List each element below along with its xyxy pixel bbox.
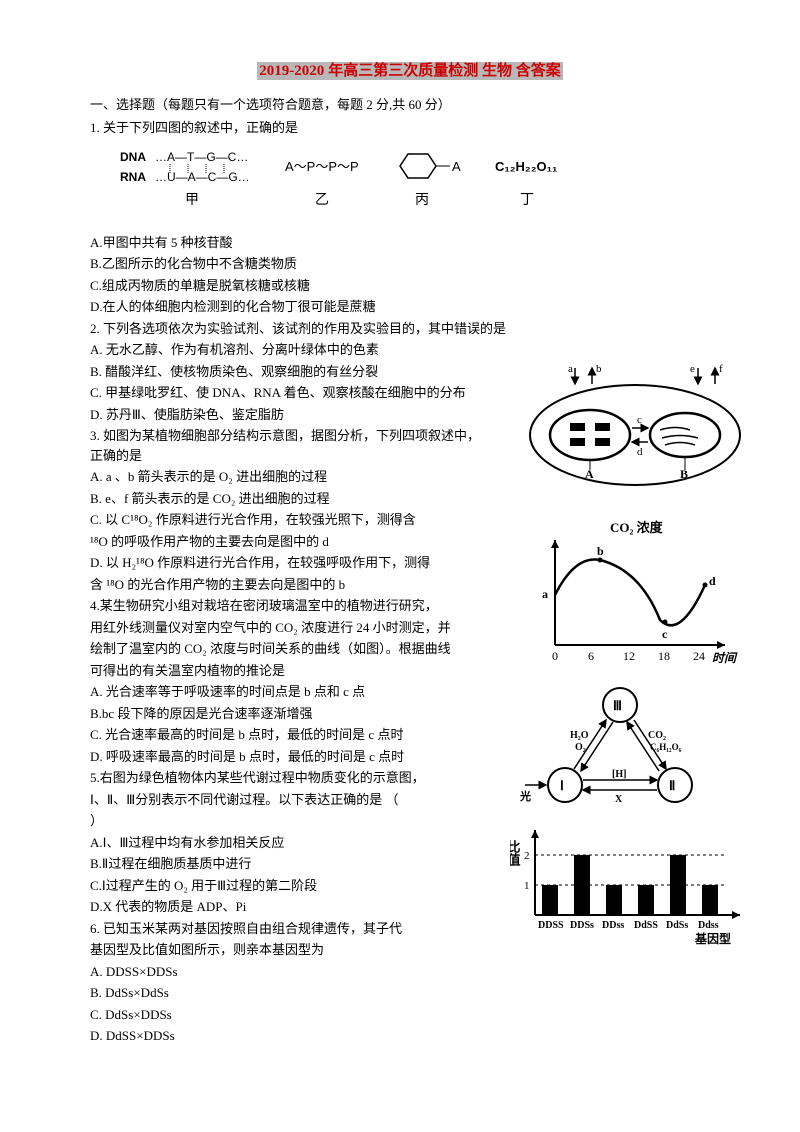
q3-opt-d1: D. 以 H₂¹⁸O 作原料进行光合作用，在较强呼吸作用下，测得	[90, 553, 487, 573]
q1-figure: DNA …A—T—G—C… RNA …U—A—C—G… 甲 A～P～P～P 乙 …	[120, 146, 730, 221]
dna-seq: …A—T—G—C…	[155, 150, 248, 164]
co2-xt1: 6	[588, 649, 594, 663]
q6-stem2: 基因型及比值如图所示，则亲本基因型为	[90, 940, 487, 960]
co2-xt0: 0	[552, 649, 558, 663]
bar-y2: 2	[524, 850, 530, 862]
co2-xlabel: 时间	[712, 651, 738, 665]
q5-opt-d: D.X 代表的物质是 ADP、Pi	[90, 897, 487, 917]
bar-x0: DDSS	[538, 920, 564, 931]
q5-stem2: Ⅰ、Ⅱ、Ⅲ分别表示不同代谢过程。以下表达正确的是 （	[90, 790, 487, 810]
q1-opt-a: A.甲图中共有 5 种核苷酸	[90, 233, 730, 253]
q3-stem: 3. 如图为某植物细胞部分结构示意图，据图分析，下列四项叙述中，正确的是	[90, 426, 487, 465]
bar-y1: 1	[524, 880, 530, 892]
q4-opt-d: D. 呼吸速率最高的时间是 b 点时，最低的时间是 c 点时	[90, 747, 487, 767]
q3-opt-d2: 含 ¹⁸O 的光合作用产物的主要去向是图中的 b	[90, 575, 487, 595]
q2-stem: 2. 下列各选项依次为实验试剂、该试剂的作用及实验目的，其中错误的是	[90, 319, 730, 339]
title-year: 2019-2020	[257, 62, 326, 80]
q4-stem3: 绘制了温室内的 CO₂ 浓度与时间关系的曲线（如图）。根据曲线	[90, 639, 487, 659]
q1-opt-b: B.乙图所示的化合物中不含糖类物质	[90, 254, 730, 274]
title-text: 年高三第三次质量检测 生物 含答案	[326, 62, 563, 80]
ding-label: 丁	[520, 191, 534, 207]
q4-opt-c: C. 光合速率最高的时间是 b 点时，最低的时间是 c 点时	[90, 725, 487, 745]
q3-cell-figure: a b c d e f A B	[520, 360, 750, 496]
bar-xlabel: 基因型	[694, 931, 731, 946]
rna-seq: …U—A—C—G…	[155, 170, 250, 184]
co2-pt-b: b	[597, 544, 604, 558]
cell-b: b	[596, 363, 602, 375]
q1-opt-c: C.组成丙物质的单糖是脱氧核糖或核糖	[90, 276, 730, 296]
tri-h2o: H₂O	[570, 730, 589, 741]
tri-n3: Ⅲ	[613, 698, 622, 713]
ding-formula: C₁₂H₂₂O₁₁	[495, 159, 557, 174]
q3-opt-a: A. a 、b 箭头表示的是 O₂ 进出细胞的过程	[90, 467, 487, 487]
page-content: 2019-2020年高三第三次质量检测 生物 含答案 一、选择题（每题只有一个选…	[90, 60, 730, 1046]
tri-light: 光	[520, 789, 531, 803]
co2-xt2: 12	[623, 649, 635, 663]
cell-a: a	[568, 363, 573, 375]
q2-opt-a: A. 无水乙醇、作为有机溶剂、分离叶绿体中的色素	[90, 340, 730, 360]
q5-stem3: ）	[90, 811, 487, 831]
co2-xt4: 24	[693, 649, 705, 663]
bar-x2: DDss	[602, 920, 624, 931]
yi-label: 乙	[315, 191, 329, 207]
tri-x: X	[615, 794, 623, 805]
q4-stem1: 4.某生物研究小组对栽培在密闭玻璃温室中的植物进行研究，	[90, 596, 487, 616]
q6-opt-c: C. DdSs×DDSs	[90, 1005, 487, 1025]
tri-n2: Ⅱ	[669, 778, 675, 793]
tri-c6: C₆H₁₂O₆	[650, 742, 682, 752]
q6-bar-figure: 比值 1 2 DDSS DDSs DDss DdSS DdSs Ddss 基因型	[510, 820, 750, 956]
q6-opt-d: D. DdSS×DDSs	[90, 1026, 487, 1046]
q3-opt-c1: C. 以 C¹⁸O₂ 作原料进行光合作用，在较强光照下，测得含	[90, 510, 487, 530]
co2-xt3: 18	[658, 649, 670, 663]
q6-opt-a: A. DDSS×DDSs	[90, 962, 487, 982]
q1-diagram-svg: DNA …A—T—G—C… RNA …U—A—C—G… 甲 A～P～P～P 乙 …	[120, 146, 620, 221]
yi-formula: A～P～P～P	[285, 159, 359, 174]
cell-c: c	[637, 414, 642, 426]
bing-label: 丙	[415, 191, 429, 207]
tri-n1: Ⅰ	[560, 778, 564, 793]
cell-svg: a b c d e f A B	[520, 360, 750, 490]
q5-triangle-figure: Ⅲ Ⅰ Ⅱ 光 H₂O O₂ CO₂ C₆H₁₂O₆ [H] X	[520, 680, 720, 826]
tri-o2: O₂	[575, 742, 586, 753]
co2-pt-c: c	[662, 627, 668, 641]
q4-opt-b: B.bc 段下降的原因是光合速率逐渐增强	[90, 704, 487, 724]
q3-opt-c2: ¹⁸O 的呼吸作用产物的主要去向是图中的 d	[90, 532, 487, 552]
cell-e: e	[690, 363, 695, 375]
cell-big-b: B	[680, 467, 688, 481]
jia-label: 甲	[185, 191, 199, 207]
dna-label: DNA	[120, 150, 146, 164]
bar-x1: DDSs	[570, 920, 594, 931]
bar-ylabel: 比值	[510, 839, 521, 867]
page-title: 2019-2020年高三第三次质量检测 生物 含答案	[90, 60, 730, 83]
q1-stem: 1. 关于下列四图的叙述中，正确的是	[90, 118, 730, 138]
tri-co2: CO₂	[648, 730, 666, 741]
co2-pt-d: d	[709, 574, 716, 588]
tri-svg: Ⅲ Ⅰ Ⅱ 光 H₂O O₂ CO₂ C₆H₁₂O₆ [H] X	[520, 680, 720, 820]
q4-stem2: 用红外线测量仪对室内空气中的 CO₂ 浓度进行 24 小时测定，并	[90, 618, 487, 638]
tri-h: [H]	[612, 769, 626, 780]
bar-svg: 比值 1 2 DDSS DDSs DDss DdSS DdSs Ddss 基因型	[510, 820, 750, 950]
co2-ylabel: CO₂ 浓度	[610, 520, 664, 535]
rna-label: RNA	[120, 170, 146, 184]
q4-stem4: 可得出的有关温室内植物的推论是	[90, 661, 487, 681]
cell-f: f	[719, 363, 723, 375]
section-header: 一、选择题（每题只有一个选项符合题意，每题 2 分,共 60 分）	[90, 95, 730, 115]
q3-opt-b: B. e、f 箭头表示的是 CO₂ 进出细胞的过程	[90, 489, 487, 509]
bar-x3: DdSS	[634, 920, 658, 931]
bar-x4: DdSs	[666, 920, 688, 931]
q5-opt-c: C.Ⅰ过程产生的 O₂ 用于Ⅲ过程的第二阶段	[90, 876, 487, 896]
q6-opt-b: B. DdSs×DdSs	[90, 983, 487, 1003]
q5-opt-a: A.Ⅰ、Ⅲ过程中均有水参加相关反应	[90, 833, 487, 853]
q5-stem1: 5.右图为绿色植物体内某些代谢过程中物质变化的示意图，	[90, 768, 487, 788]
bar-x5: Ddss	[698, 920, 719, 931]
q6-stem1: 6. 已知玉米某两对基因按照自由组合规律遗传，其子代	[90, 919, 487, 939]
q4-co2-figure: CO₂ 浓度 a b c d 0 6 12 18 24 时间	[530, 520, 740, 676]
q5-opt-b: B.Ⅱ过程在细胞质基质中进行	[90, 854, 487, 874]
cell-d: d	[637, 446, 643, 458]
bing-a: A	[452, 159, 461, 174]
q4-opt-a: A. 光合速率等于呼吸速率的时间点是 b 点和 c 点	[90, 682, 487, 702]
co2-pt-a: a	[542, 587, 548, 601]
q1-opt-d: D.在人的体细胞内检测到的化合物丁很可能是蔗糖	[90, 297, 730, 317]
co2-svg: CO₂ 浓度 a b c d 0 6 12 18 24 时间	[530, 520, 740, 670]
